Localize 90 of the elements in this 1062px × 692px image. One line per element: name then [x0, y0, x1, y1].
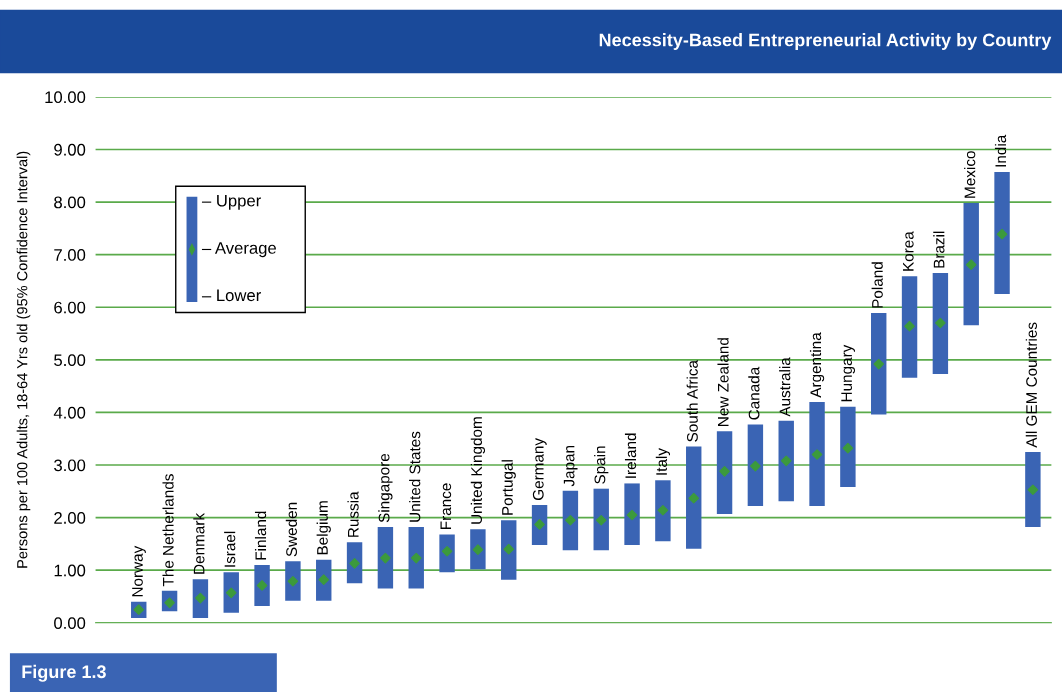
- point: [657, 504, 669, 516]
- point: [719, 466, 730, 477]
- bar: [871, 313, 887, 415]
- x-tick-label: Sweden: [285, 502, 298, 557]
- y-tick-label: 8.00: [54, 196, 86, 209]
- x-tick-label: Russia: [347, 491, 359, 537]
- y-tick-label: 10.00: [45, 91, 86, 104]
- x-tick-label: Belgium: [316, 501, 331, 555]
- point: [410, 552, 422, 564]
- x-tick-label: Argentina: [809, 332, 825, 398]
- x-tick-label: Denmark: [193, 512, 205, 574]
- y-tick-label: 7.00: [54, 249, 86, 261]
- x-tick-label: India: [994, 134, 1007, 167]
- x-tick-label: Poland: [871, 262, 883, 308]
- bar: [624, 483, 640, 545]
- x-tick-label: Norway: [132, 545, 146, 597]
- x-tick-label: Spain: [594, 446, 609, 484]
- x-tick-label: Israel: [224, 531, 236, 567]
- bar: [1025, 451, 1041, 528]
- point: [873, 358, 885, 370]
- x-tick-label: Mexico: [964, 151, 976, 198]
- point: [780, 455, 792, 467]
- x-tick-label: France: [440, 483, 452, 529]
- bar: [655, 480, 671, 542]
- x-tick-label: United Kingdom: [470, 417, 486, 524]
- bar: [840, 406, 856, 488]
- bar: [747, 424, 764, 507]
- y-tick-label: 9.00: [54, 143, 86, 156]
- x-tick-label: Portugal: [501, 460, 516, 515]
- x-tick-label: Singapore: [378, 453, 393, 523]
- x-tick-label: Italy: [655, 448, 671, 475]
- bar: [316, 559, 332, 601]
- bar: [593, 488, 609, 551]
- y-tick-label: 4.00: [53, 406, 86, 419]
- caption: Figure 1.3: [22, 664, 106, 682]
- point: [965, 259, 977, 270]
- bar: [285, 561, 301, 601]
- x-tick-label: New Zealand: [717, 338, 729, 426]
- x-tick-label: Hungary: [841, 344, 856, 402]
- x-tick-label: Ireland: [624, 433, 637, 478]
- bar: [470, 529, 486, 570]
- bar: [963, 203, 979, 326]
- x-tick-label: South Africa: [686, 360, 698, 442]
- x-tick-label: Australia: [779, 357, 791, 417]
- bar: [562, 490, 579, 551]
- x-tick-label: Canada: [748, 366, 760, 420]
- x-tick-label: Finland: [254, 511, 267, 560]
- chart-title: Necessity-Based Entrepreneurial Activity by Country: [599, 33, 1052, 50]
- x-tick-label: All GEM Countries: [1025, 322, 1037, 448]
- y-tick-label: 3.00: [54, 459, 86, 472]
- x-tick-label: Japan: [563, 445, 578, 487]
- point: [750, 460, 761, 472]
- bar: [994, 172, 1010, 295]
- bar: [901, 276, 918, 378]
- point: [626, 509, 638, 521]
- point: [688, 492, 700, 504]
- x-tick-label: United States: [409, 431, 421, 522]
- point: [904, 320, 915, 332]
- point: [935, 317, 946, 329]
- point: [996, 228, 1008, 240]
- bar: [778, 420, 794, 502]
- annotation: – Average: [201, 242, 276, 258]
- x-tick-label: Korea: [902, 231, 914, 271]
- bar: [439, 534, 455, 573]
- x-tick-label: Brazil: [933, 231, 945, 268]
- point: [842, 442, 854, 454]
- y-tick-label: 2.00: [54, 512, 86, 524]
- point: [811, 449, 823, 460]
- bar: [377, 527, 394, 589]
- y-tick-label: 1.00: [54, 564, 86, 577]
- x-tick-label: Germany: [532, 437, 547, 501]
- point: [595, 514, 607, 526]
- y-tick-label: 6.00: [54, 301, 86, 314]
- x-tick-label: The Netherlands: [162, 474, 174, 587]
- point: [1027, 484, 1039, 496]
- annotation: – Upper: [201, 194, 261, 210]
- bar: [716, 431, 733, 514]
- bar: [932, 273, 949, 375]
- bar: [408, 527, 424, 589]
- bar: [686, 446, 702, 549]
- point: [565, 514, 576, 526]
- y-tick-label: 0.00: [54, 617, 86, 629]
- bar: [254, 564, 270, 606]
- point: [503, 543, 515, 555]
- y-axis-title: Persons per 100 Adults, 18-64 Yrs old (95% Confidence Interval): [16, 151, 31, 568]
- bar: [809, 401, 825, 507]
- point: [380, 552, 391, 564]
- y-tick-label: 5.00: [54, 354, 86, 367]
- annotation: – Lower: [201, 289, 261, 302]
- bar: [501, 520, 517, 580]
